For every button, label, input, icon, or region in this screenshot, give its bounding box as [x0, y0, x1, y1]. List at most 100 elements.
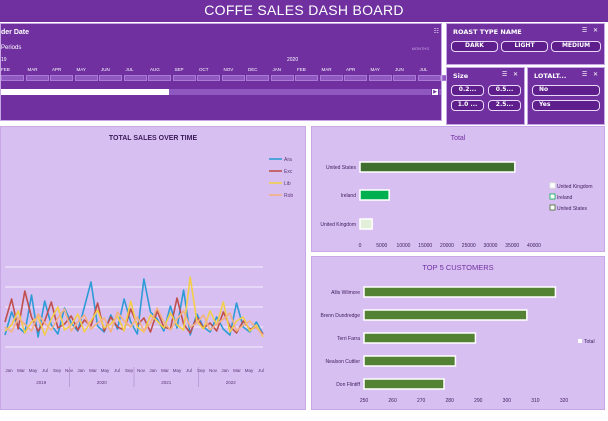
total-by-country-chart[interactable]: Total United States Ireland United Kingdom…	[311, 126, 605, 252]
timeline-month-cell[interactable]	[197, 75, 220, 81]
x-tick-label: 40000	[527, 243, 541, 249]
legend-swatch	[578, 339, 582, 343]
timeline-month-cell[interactable]	[270, 75, 294, 81]
x-tick-label: Nov	[209, 368, 218, 373]
size-option-button[interactable]: 2.5...	[488, 100, 521, 111]
timeline-month-label: FEB	[297, 67, 306, 72]
timeline-month-cell[interactable]	[368, 75, 392, 81]
timeline-month-label: AUG	[150, 67, 160, 72]
slicer-title: Size	[453, 72, 469, 80]
timeline-month-label: MAR	[27, 67, 38, 72]
category-label: Brenn Dundredge	[321, 313, 361, 319]
slicer-title: LOTALT...	[534, 72, 567, 80]
timeline-month-label: MAR	[321, 67, 332, 72]
x-tick-label: 5000	[376, 243, 387, 249]
filter-clear-icon[interactable]: ☷	[433, 29, 439, 35]
order-date-timeline[interactable]: der Date ☷ Periods MONTHS 19 2020 FEB MAR…	[0, 23, 465, 121]
multi-select-icon[interactable]: ☰ ✕	[581, 72, 600, 78]
x-tick-label: Mar	[17, 368, 25, 373]
scroll-right-icon[interactable]: ▶	[431, 88, 439, 96]
loyalty-no-button[interactable]: No	[532, 85, 600, 96]
timeline-month-cell[interactable]	[123, 75, 147, 81]
year-label: 2021	[161, 380, 172, 385]
x-tick-label: May	[245, 368, 254, 373]
timeline-month-label: NOV	[223, 67, 234, 72]
x-tick-label: May	[173, 368, 182, 373]
x-tick-label: Jul	[186, 368, 192, 373]
timeline-month-cell[interactable]	[295, 75, 318, 81]
roast-dark-button[interactable]: DARK	[451, 41, 498, 52]
timeline-month-cell[interactable]	[172, 75, 196, 81]
timeline-month-cell[interactable]	[417, 75, 441, 81]
roast-type-slicer[interactable]: ROAST TYPE NAME ☰ ✕ DARK LIGHT MEDIUM	[446, 23, 605, 65]
legend-label: Rob	[284, 193, 293, 199]
legend-swatch	[549, 204, 556, 211]
legend-swatch	[549, 182, 556, 189]
x-tick-label: Jan	[5, 368, 13, 373]
sales-over-time-chart[interactable]: TOTAL SALES OVER TIME Jan Mar May Jul Sep Nov…	[0, 126, 306, 410]
size-option-button[interactable]: 0.2...	[451, 85, 484, 96]
x-tick-label: Mar	[89, 368, 97, 373]
roast-light-button[interactable]: LIGHT	[501, 41, 548, 52]
timeline-month-cell[interactable]	[319, 75, 343, 81]
timeline-month-label: MAY	[370, 67, 380, 72]
timeline-month-label: SEP	[174, 67, 184, 72]
line-chart-plot: Jan Mar May Jul Sep Nov Jan Mar May Jul Sep Nov Jan M…	[4, 157, 293, 387]
loyalty-yes-button[interactable]: Yes	[532, 100, 600, 111]
top-customers-chart[interactable]: TOP 5 CUSTOMERS Allis Wilmore Brenn Dundr…	[311, 256, 605, 410]
chart-title: Total	[450, 135, 466, 142]
x-tick-label: 25000	[462, 243, 476, 249]
legend-label: Ireland	[557, 195, 573, 201]
timeline-scrollbar[interactable]	[1, 89, 441, 95]
country-bar	[359, 189, 390, 201]
timeline-scroll-thumb[interactable]	[1, 89, 169, 95]
chart-title: TOTAL SALES OVER TIME	[108, 135, 198, 142]
timeline-month-cell[interactable]	[74, 75, 98, 81]
x-tick-label: 15000	[418, 243, 432, 249]
timeline-year-label: 19	[1, 57, 7, 63]
category-label: United States	[326, 165, 357, 171]
category-label: Nealson Cuttler	[326, 359, 361, 365]
multi-select-icon[interactable]: ☰ ✕	[501, 72, 520, 78]
timeline-title: der Date	[1, 29, 30, 36]
x-tick-label: Sep	[53, 368, 62, 373]
timeline-month-cell[interactable]	[221, 75, 245, 81]
legend-label: Lib	[284, 181, 291, 187]
x-tick-label: Nov	[137, 368, 146, 373]
country-bar-plot: United States Ireland United Kingdom 0 5000 1…	[320, 161, 593, 249]
timeline-month-cell[interactable]	[99, 75, 122, 81]
loyalty-slicer[interactable]: LOTALT... ☰ ✕ No Yes	[527, 67, 605, 125]
size-option-button[interactable]: 1.0 ...	[451, 100, 484, 111]
timeline-month-label: MAY	[76, 67, 86, 72]
timeline-subtitle: Periods	[1, 45, 22, 51]
size-option-button[interactable]: 0.5...	[488, 85, 521, 96]
x-tick-label: 0	[359, 243, 362, 249]
timeline-month-cell[interactable]	[344, 75, 367, 81]
x-tick-label: 260	[388, 398, 397, 404]
size-slicer[interactable]: Size ☰ ✕ 0.2... 0.5... 1.0 ... 2.5...	[446, 67, 525, 125]
x-tick-label: Sep	[125, 368, 134, 373]
timeline-month-label: OCT	[199, 67, 209, 72]
x-tick-label: Sep	[197, 368, 206, 373]
timeline-month-cell[interactable]	[25, 75, 49, 81]
timeline-month-cell[interactable]	[50, 75, 73, 81]
legend-label: United Kingdom	[557, 184, 593, 190]
x-tick-label: Jul	[42, 368, 48, 373]
timeline-month-label: APR	[346, 67, 356, 72]
year-label: 2022	[226, 380, 237, 385]
category-label: United Kingdom	[320, 222, 356, 228]
x-tick-label: 290	[474, 398, 483, 404]
roast-medium-button[interactable]: MEDIUM	[551, 41, 601, 52]
x-tick-label: 10000	[397, 243, 411, 249]
timeline-month-cell[interactable]	[393, 75, 416, 81]
x-tick-label: Mar	[161, 368, 169, 373]
timeline-level-selector[interactable]: MONTHS	[411, 46, 429, 51]
timeline-month-cell[interactable]	[1, 75, 24, 81]
year-label: 2020	[97, 380, 108, 385]
legend-label: Exc	[284, 169, 293, 175]
legend-label: Ara	[284, 157, 292, 163]
x-tick-label: Jul	[114, 368, 120, 373]
multi-select-icon[interactable]: ☰ ✕	[581, 28, 600, 34]
timeline-month-cell[interactable]	[246, 75, 269, 81]
timeline-month-cell[interactable]	[148, 75, 171, 81]
